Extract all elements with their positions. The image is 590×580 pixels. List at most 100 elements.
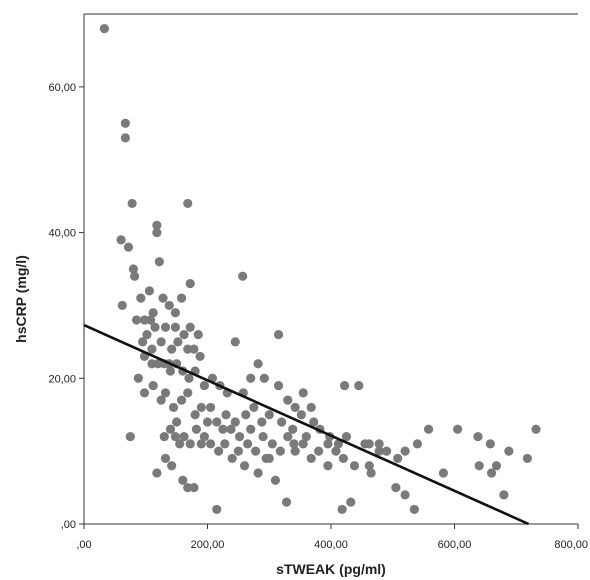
data-point bbox=[172, 417, 182, 427]
data-point bbox=[185, 322, 195, 332]
x-axis-ticks: ,00 200,00 400,00 600,00 800,00 bbox=[76, 524, 588, 551]
data-point bbox=[249, 402, 259, 413]
data-point bbox=[337, 504, 347, 515]
data-point bbox=[239, 461, 250, 471]
data-point bbox=[148, 308, 158, 318]
data-point bbox=[221, 410, 231, 420]
data-point bbox=[474, 461, 484, 471]
data-point bbox=[333, 439, 344, 449]
data-point bbox=[156, 395, 166, 405]
data-point bbox=[253, 359, 263, 369]
data-point bbox=[179, 431, 189, 442]
data-point bbox=[189, 344, 199, 354]
data-point bbox=[290, 446, 300, 456]
data-point bbox=[243, 439, 253, 449]
data-point bbox=[235, 431, 245, 442]
plot-frame bbox=[83, 13, 578, 525]
data-point bbox=[130, 271, 140, 281]
data-point bbox=[283, 395, 293, 405]
data-point bbox=[491, 461, 502, 471]
data-point bbox=[144, 286, 155, 296]
data-point bbox=[277, 417, 287, 427]
data-point bbox=[205, 439, 216, 449]
data-point bbox=[438, 468, 448, 478]
data-point bbox=[259, 373, 269, 383]
data-point bbox=[183, 198, 193, 209]
y-axis-label: hsCRP (mg/l) bbox=[13, 255, 29, 343]
data-point bbox=[128, 264, 138, 274]
data-point bbox=[364, 461, 374, 471]
data-point bbox=[381, 446, 392, 456]
data-point bbox=[253, 468, 263, 478]
data-point bbox=[179, 329, 189, 340]
data-point bbox=[199, 380, 210, 391]
data-point bbox=[190, 410, 200, 420]
data-point bbox=[306, 453, 316, 464]
data-point bbox=[314, 446, 324, 456]
data-point bbox=[160, 388, 171, 398]
data-point bbox=[409, 504, 419, 515]
data-point bbox=[531, 424, 541, 434]
data-point bbox=[288, 424, 298, 434]
data-point bbox=[175, 439, 185, 449]
y-axis-ticks: ,00 20,00 40,00 60,00 bbox=[48, 82, 84, 531]
data-point bbox=[267, 439, 277, 449]
data-point bbox=[227, 453, 237, 464]
data-point bbox=[366, 468, 376, 478]
data-point bbox=[159, 431, 169, 442]
x-tick-label: 200,00 bbox=[191, 539, 225, 551]
x-tick-label: 400,00 bbox=[314, 539, 348, 551]
data-point bbox=[173, 337, 183, 347]
data-point bbox=[290, 402, 300, 413]
data-point bbox=[298, 388, 308, 398]
data-point bbox=[183, 388, 193, 398]
data-point bbox=[196, 402, 206, 413]
data-point bbox=[275, 446, 285, 456]
data-point bbox=[338, 453, 348, 464]
data-point bbox=[164, 300, 174, 311]
data-point bbox=[246, 373, 256, 383]
data-point bbox=[273, 329, 284, 340]
data-point bbox=[196, 439, 206, 449]
data-point bbox=[281, 497, 292, 507]
data-point bbox=[238, 271, 248, 281]
data-point bbox=[218, 424, 228, 434]
data-point bbox=[452, 424, 463, 434]
data-point bbox=[473, 431, 483, 442]
data-point bbox=[139, 388, 150, 398]
data-point bbox=[257, 417, 267, 427]
y-tick-label: 60,00 bbox=[48, 82, 76, 94]
data-point bbox=[393, 453, 403, 464]
data-point bbox=[189, 482, 199, 493]
data-point bbox=[170, 322, 180, 332]
data-point bbox=[423, 424, 434, 434]
data-point bbox=[205, 402, 216, 413]
data-point bbox=[212, 417, 222, 427]
y-tick-label: ,00 bbox=[61, 519, 76, 531]
data-point bbox=[165, 366, 176, 376]
data-point bbox=[241, 410, 251, 420]
data-point bbox=[230, 337, 240, 347]
data-point bbox=[191, 424, 201, 434]
data-point bbox=[160, 453, 171, 464]
data-point bbox=[131, 315, 142, 325]
data-point bbox=[273, 380, 284, 391]
data-point bbox=[185, 439, 195, 449]
data-point bbox=[152, 468, 162, 478]
data-point bbox=[168, 402, 179, 413]
data-point bbox=[138, 337, 148, 347]
data-point bbox=[125, 431, 135, 442]
data-point bbox=[301, 431, 311, 442]
data-point bbox=[331, 446, 341, 456]
data-point bbox=[195, 351, 205, 362]
data-point bbox=[360, 439, 370, 449]
y-tick-label: 20,00 bbox=[48, 373, 76, 385]
data-point bbox=[99, 23, 109, 34]
x-axis-label: sTWEAK (pg/ml) bbox=[276, 561, 386, 577]
data-point bbox=[214, 446, 224, 456]
data-point bbox=[170, 308, 180, 318]
data-point bbox=[165, 424, 176, 434]
data-point bbox=[176, 293, 187, 303]
